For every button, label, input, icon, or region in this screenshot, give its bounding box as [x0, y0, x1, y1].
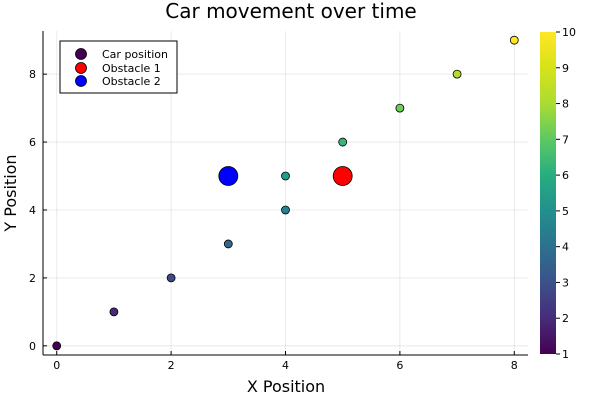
car-position-point — [281, 205, 290, 215]
legend-marker-obstacle-2 — [75, 75, 87, 87]
legend-marker-car-position — [75, 48, 87, 60]
legend: Car position Obstacle 1 Obstacle 2 — [59, 40, 178, 94]
y-tick-label: 6 — [29, 136, 36, 149]
y-axis-label: Y Position — [1, 154, 20, 232]
colorbar-tick-label: 6 — [562, 169, 569, 182]
colorbar-tick-label: 2 — [562, 312, 569, 325]
x-tick-label: 6 — [396, 359, 403, 372]
car-position-point — [281, 171, 290, 181]
colorbar-tick-label: 3 — [562, 276, 569, 289]
car-position-point — [52, 341, 62, 351]
tick-labels: 0 2 4 6 8 0 2 4 6 8 — [29, 68, 518, 372]
y-tick-label: 2 — [29, 272, 36, 285]
car-position-point — [109, 307, 119, 317]
colorbar-tick-label: 1 — [562, 348, 569, 361]
legend-label-obstacle-1: Obstacle 1 — [102, 62, 161, 75]
y-tick-label: 4 — [29, 204, 36, 217]
x-tick-label: 8 — [511, 359, 518, 372]
colorbar-tick-label: 7 — [562, 133, 569, 146]
colorbar-gradient — [540, 32, 556, 354]
x-tick-label: 0 — [53, 359, 60, 372]
obstacle-1-point — [332, 166, 353, 186]
obstacle-2-point — [218, 166, 239, 186]
chart-title: Car movement over time — [165, 0, 416, 23]
car-position-point — [166, 273, 176, 283]
x-axis-label: X Position — [247, 377, 325, 396]
colorbar: 1 2 3 4 5 6 7 8 9 10 — [540, 26, 576, 361]
y-tick-label: 0 — [29, 340, 36, 353]
colorbar-tick-label: 5 — [562, 205, 569, 218]
legend-marker-obstacle-1 — [75, 62, 87, 74]
colorbar-tick-label: 4 — [562, 241, 569, 254]
y-tick-label: 8 — [29, 68, 36, 81]
legend-label-obstacle-2: Obstacle 2 — [102, 75, 161, 88]
car-position-point — [223, 239, 233, 249]
colorbar-ticks: 1 2 3 4 5 6 7 8 9 10 — [556, 26, 576, 361]
colorbar-tick-label: 9 — [562, 62, 569, 75]
colorbar-tick-label: 8 — [562, 98, 569, 111]
legend-label-car-position: Car position — [102, 48, 168, 61]
car-position-point — [452, 69, 462, 79]
x-tick-label: 4 — [282, 359, 289, 372]
colorbar-tick-label: 10 — [562, 26, 576, 39]
car-position-point — [395, 103, 405, 113]
car-position-point — [509, 35, 519, 45]
data-points — [52, 35, 519, 351]
x-tick-label: 2 — [168, 359, 175, 372]
car-position-point — [338, 137, 348, 147]
